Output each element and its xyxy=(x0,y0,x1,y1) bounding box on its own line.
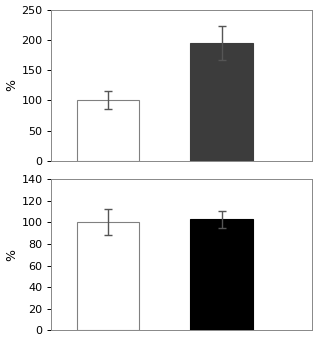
Y-axis label: %: % xyxy=(5,249,18,261)
Bar xyxy=(190,43,253,161)
Bar xyxy=(190,219,253,330)
Bar xyxy=(77,222,139,330)
Y-axis label: %: % xyxy=(5,79,18,91)
Bar xyxy=(77,100,139,161)
